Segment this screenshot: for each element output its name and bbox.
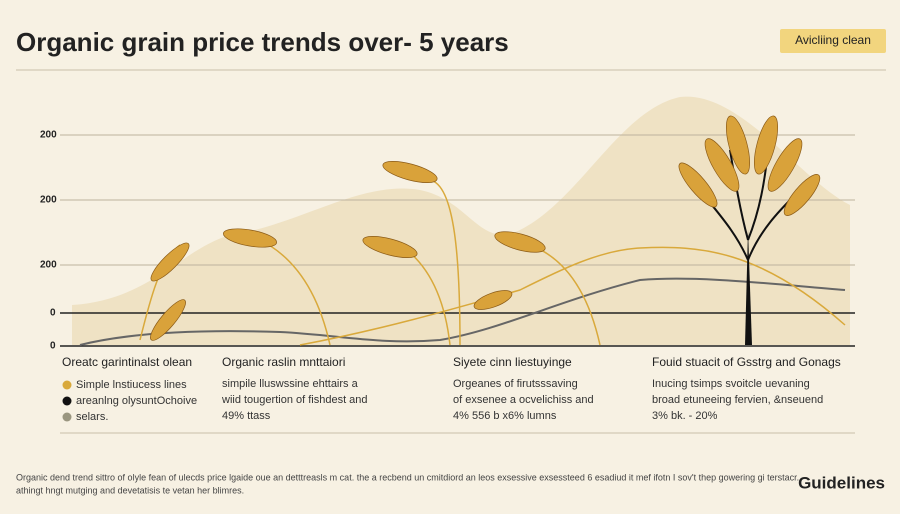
badge — [780, 29, 886, 53]
column-heading: Organic raslin mnttaiori — [222, 355, 345, 369]
column-line: 49% ttass — [222, 410, 271, 422]
footer-text: athingt hngt mutging and devetatisis te … — [16, 485, 244, 495]
axis-label: 200 — [40, 195, 57, 206]
column-line: broad etuneeing fervien, &nseuend — [652, 394, 823, 406]
column-line: areanlng olysuntOchoive — [76, 395, 197, 407]
column-line: Orgeanes of firutsssaving — [453, 378, 578, 390]
column-line: of exsenee a ocvelichiss and — [453, 394, 594, 406]
column-heading: Fouid stuacit of Gsstrg and Gonags — [652, 355, 841, 369]
axis-label: 0 — [50, 308, 56, 319]
column-line: Simple lnstiucess lines — [76, 379, 187, 391]
axis-label: 0 — [50, 341, 56, 352]
brand: Guidelines — [798, 473, 885, 492]
column-line: simpile lluswssine ehttairs a — [222, 378, 359, 390]
bullet — [62, 396, 72, 406]
column-line: selars. — [76, 411, 108, 423]
axis-label: 200 — [40, 260, 57, 271]
column-heading: Oreatc garintinalst olean — [62, 355, 192, 369]
columns: Oreatc garintinalst olean Simple lnstiuce… — [62, 355, 841, 423]
grid — [60, 134, 855, 347]
axis-label: 200 — [40, 130, 57, 141]
area — [72, 96, 850, 345]
column-line: Inucing tsimps svoitcle uevaning — [652, 378, 810, 390]
title: Organic grain price trends over- 5 years — [16, 27, 509, 57]
bullet — [62, 380, 72, 390]
column-line: 4% 556 b x6% lumns — [453, 410, 557, 422]
footer-text: Organic dend trend sittro of olyle fean … — [16, 472, 799, 482]
wheat-heads — [150, 161, 546, 341]
column-heading: Siyete cinn liestuyinge — [453, 355, 572, 369]
wheat-plant — [678, 115, 821, 345]
column-line: 3% bk. - 20% — [652, 410, 718, 422]
column-line: wiid tougertion of fishdest and — [221, 394, 368, 406]
badge-text: Avicliing clean — [795, 33, 871, 47]
bullet — [62, 412, 72, 422]
